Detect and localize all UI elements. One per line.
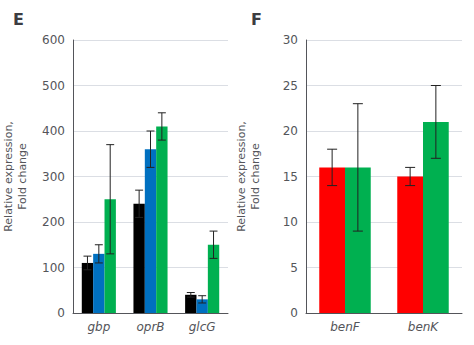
svg-text:Relative expression,: Relative expression, xyxy=(2,121,15,232)
svg-text:20: 20 xyxy=(283,124,298,138)
svg-text:25: 25 xyxy=(283,79,298,93)
svg-text:F: F xyxy=(251,10,262,29)
svg-text:benK: benK xyxy=(408,320,440,334)
svg-text:200: 200 xyxy=(42,215,65,229)
svg-text:30: 30 xyxy=(283,33,298,47)
svg-text:gbp: gbp xyxy=(87,320,110,334)
svg-text:10: 10 xyxy=(283,215,298,229)
svg-text:Relative expression,: Relative expression, xyxy=(235,121,248,232)
svg-text:400: 400 xyxy=(42,124,65,138)
svg-text:glcG: glcG xyxy=(189,320,216,334)
svg-text:5: 5 xyxy=(290,261,298,275)
svg-text:600: 600 xyxy=(42,33,65,47)
svg-text:Fold change: Fold change xyxy=(16,143,29,210)
svg-text:0: 0 xyxy=(290,306,298,320)
svg-text:300: 300 xyxy=(42,170,65,184)
svg-text:100: 100 xyxy=(42,261,65,275)
svg-text:oprB: oprB xyxy=(136,320,164,334)
svg-text:0: 0 xyxy=(57,306,65,320)
svg-text:15: 15 xyxy=(283,170,298,184)
svg-text:benF: benF xyxy=(330,320,361,334)
svg-text:Fold change: Fold change xyxy=(249,143,262,210)
svg-text:E: E xyxy=(13,10,24,29)
svg-text:500: 500 xyxy=(42,79,65,93)
